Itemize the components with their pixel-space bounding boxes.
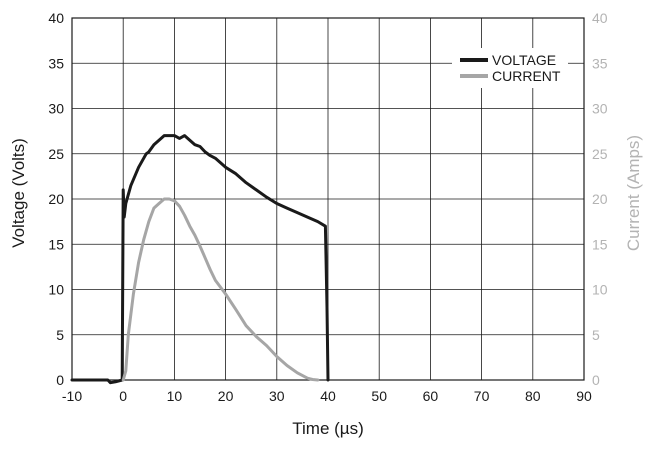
y-tick-label-right: 0	[592, 372, 600, 388]
y-tick-label-right: 10	[592, 282, 608, 298]
y-tick-label-left: 10	[48, 282, 64, 298]
legend-label-current: CURRENT	[492, 68, 561, 84]
x-tick-label: 50	[371, 388, 387, 404]
y-tick-label-right: 15	[592, 236, 608, 252]
y-tick-label-right: 20	[592, 191, 608, 207]
x-tick-label: -10	[62, 388, 82, 404]
x-tick-label: 30	[269, 388, 285, 404]
y-tick-label-right: 5	[592, 327, 600, 343]
y-tick-label-right: 40	[592, 10, 608, 26]
y-axis-title-right: Current (Amps)	[624, 135, 643, 251]
left-axis-ticks: 0 5 10 15 20 25 30 35 40	[48, 10, 64, 388]
y-tick-label-right: 30	[592, 101, 608, 117]
x-tick-label: 90	[576, 388, 592, 404]
y-tick-label-left: 5	[56, 327, 64, 343]
legend-label-voltage: VOLTAGE	[492, 52, 556, 68]
y-axis-title-left: Voltage (Volts)	[9, 138, 28, 248]
y-tick-label-left: 20	[48, 191, 64, 207]
y-tick-label-right: 25	[592, 146, 608, 162]
y-tick-label-left: 15	[48, 236, 64, 252]
x-tick-label: 10	[167, 388, 183, 404]
x-tick-label: 70	[474, 388, 490, 404]
y-tick-label-left: 30	[48, 101, 64, 117]
x-axis-ticks: -10 0 10 20 30 40 50 60 70 80 90	[62, 388, 592, 404]
right-axis-ticks: 0 5 10 15 20 25 30 35 40	[592, 10, 608, 388]
series-line-voltage	[70, 134, 330, 385]
x-tick-label: 40	[320, 388, 336, 404]
y-tick-label-left: 25	[48, 146, 64, 162]
y-tick-label-left: 35	[48, 55, 64, 71]
y-tick-label-left: 40	[48, 10, 64, 26]
y-tick-label-left: 0	[56, 372, 64, 388]
series-line-current	[121, 197, 320, 382]
x-tick-label: 0	[119, 388, 127, 404]
x-tick-label: 80	[525, 388, 541, 404]
legend-background	[452, 48, 568, 88]
series-lines	[70, 134, 330, 385]
x-tick-label: 20	[218, 388, 234, 404]
x-axis-title: Time (µs)	[292, 419, 364, 438]
y-tick-label-right: 35	[592, 55, 608, 71]
x-tick-label: 60	[423, 388, 439, 404]
